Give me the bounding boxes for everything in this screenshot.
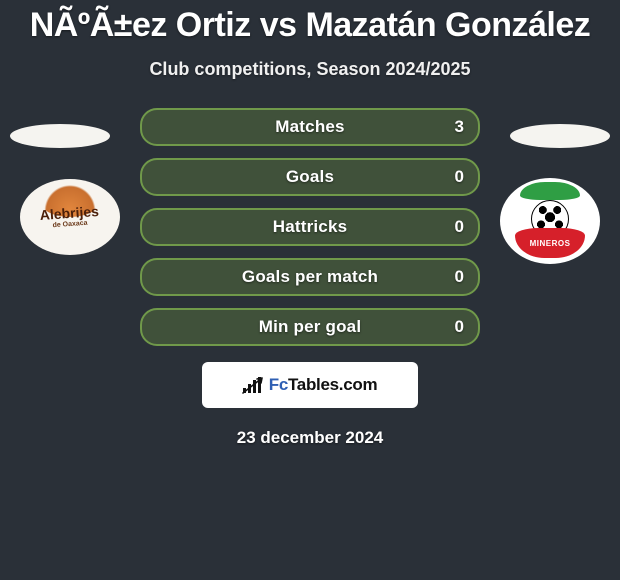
stat-row-hattricks: Hattricks 0 [140,208,480,246]
club-logo-left: Alebrijes de Oaxaca [20,179,120,255]
flag-left-disc [10,124,110,148]
stat-label: Matches [275,117,344,137]
stat-row-min-per-goal: Min per goal 0 [140,308,480,346]
stat-value: 0 [455,317,464,337]
flag-right-disc [510,124,610,148]
club-left-name: Alebrijes de Oaxaca [40,204,101,230]
stats-list: Matches 3 Goals 0 Hattricks 0 Goals per … [140,108,480,346]
stat-row-matches: Matches 3 [140,108,480,146]
stat-value: 0 [455,267,464,287]
stat-label: Min per goal [259,317,362,337]
club-right-label: MINEROS [530,239,571,248]
club-logo-right: MINEROS [500,178,600,264]
stat-value: 0 [455,217,464,237]
page-subtitle: Club competitions, Season 2024/2025 [0,59,620,80]
stat-label: Goals [286,167,334,187]
date-label: 23 december 2024 [0,428,620,448]
stat-value: 3 [455,117,464,137]
credit-suffix: Tables.com [288,375,377,394]
stat-label: Goals per match [242,267,378,287]
page-root: NÃºÃ±ez Ortiz vs Mazatán González Club c… [0,0,620,580]
credit-prefix: Fc [269,375,288,394]
stat-row-goals: Goals 0 [140,158,480,196]
credit-badge: FcTables.com [202,362,418,408]
page-title: NÃºÃ±ez Ortiz vs Mazatán González [0,0,620,45]
club-right-banner: MINEROS [515,228,585,258]
club-right-top-shape [520,182,580,200]
stat-row-goals-per-match: Goals per match 0 [140,258,480,296]
stat-value: 0 [455,167,464,187]
bar-chart-icon [243,377,263,393]
stat-label: Hattricks [273,217,348,237]
credit-text: FcTables.com [269,375,378,395]
